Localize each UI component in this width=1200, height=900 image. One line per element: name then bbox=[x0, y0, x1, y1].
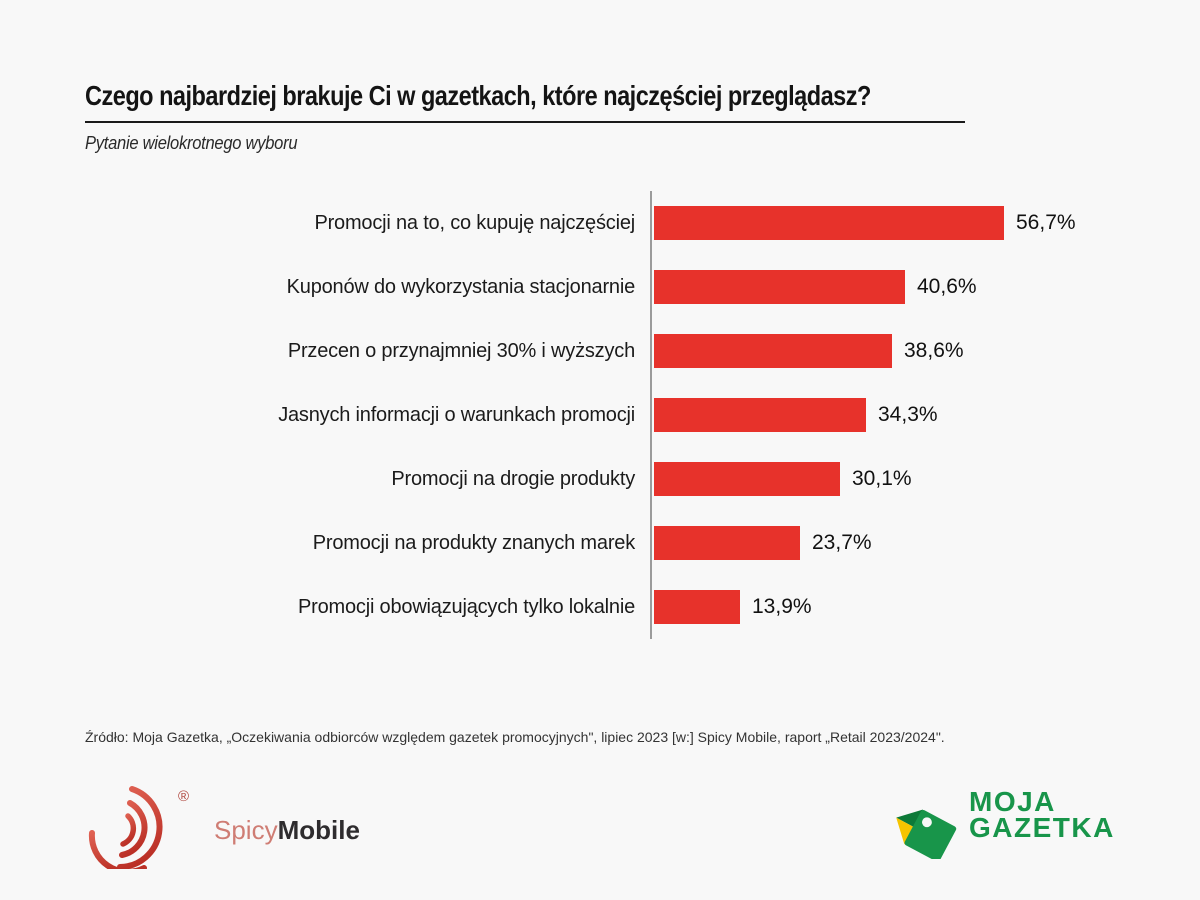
moja-line: MOJA bbox=[969, 786, 1056, 817]
page-subtitle: Pytanie wielokrotnego wyboru bbox=[85, 133, 298, 153]
category-label: Promocji obowiązujących tylko lokalnie bbox=[298, 595, 635, 618]
bar bbox=[654, 462, 840, 496]
bar-row: Promocji na drogie produkty 30,1% bbox=[85, 447, 1145, 511]
bar-area: 34,3% bbox=[650, 383, 1145, 447]
value-label: 23,7% bbox=[812, 531, 872, 554]
value-label: 38,6% bbox=[904, 339, 964, 362]
category-label: Promocji na produkty znanych marek bbox=[312, 531, 635, 554]
bar-row: Promocji obowiązujących tylko lokalnie 13… bbox=[85, 575, 1145, 639]
bar bbox=[654, 398, 866, 432]
bar-area: 23,7% bbox=[650, 511, 1145, 575]
value-label: 30,1% bbox=[852, 467, 912, 490]
bar bbox=[654, 270, 905, 304]
header: Czego najbardziej brakuje Ci w gazetkach… bbox=[85, 80, 985, 154]
value-label: 40,6% bbox=[917, 275, 977, 298]
category-label: Kuponów do wykorzystania stacjonarnie bbox=[286, 275, 636, 298]
title-underline bbox=[85, 121, 965, 123]
bar-area: 56,7% bbox=[650, 191, 1145, 255]
bar-area: 40,6% bbox=[650, 255, 1145, 319]
bar-rows: Promocji na to, co kupuję najczęściej 56,… bbox=[85, 191, 1145, 639]
registered-mark: ® bbox=[178, 788, 189, 805]
moja-gazetka-logo: MOJA GAZETKA bbox=[893, 787, 1115, 859]
bar-area: 38,6% bbox=[650, 319, 1145, 383]
value-label: 13,9% bbox=[752, 595, 812, 618]
bar bbox=[654, 334, 892, 368]
bar-row: Jasnych informacji o warunkach promocji 3… bbox=[85, 383, 1145, 447]
bar-chart: Promocji na to, co kupuję najczęściej 56,… bbox=[85, 191, 1145, 639]
category-label: Promocji na drogie produkty bbox=[391, 467, 635, 490]
bar-area: 13,9% bbox=[650, 575, 1145, 639]
bar-row: Przecen o przynajmniej 30% i wyższych 38,… bbox=[85, 319, 1145, 383]
bar-area: 30,1% bbox=[650, 447, 1145, 511]
bar bbox=[654, 206, 1004, 240]
category-label: Jasnych informacji o warunkach promocji bbox=[278, 403, 635, 426]
value-label: 34,3% bbox=[878, 403, 938, 426]
category-label: Przecen o przynajmniej 30% i wyższych bbox=[287, 339, 635, 362]
page-title: Czego najbardziej brakuje Ci w gazetkach… bbox=[85, 80, 871, 111]
bar bbox=[654, 526, 800, 560]
spicy-mobile-logo: ® SpicyMobile bbox=[86, 785, 360, 869]
bar-row: Promocji na produkty znanych marek 23,7% bbox=[85, 511, 1145, 575]
gazetka-line: GAZETKA bbox=[969, 812, 1115, 844]
category-label: Promocji na to, co kupuję najczęściej bbox=[314, 211, 635, 234]
moja-gazetka-wordmark: MOJA GAZETKA bbox=[969, 786, 1115, 844]
value-label: 56,7% bbox=[1016, 211, 1076, 234]
spicy-mobile-wordmark: SpicyMobile bbox=[214, 815, 360, 846]
bar-row: Promocji na to, co kupuję najczęściej 56,… bbox=[85, 191, 1145, 255]
price-tag-icon bbox=[896, 809, 957, 859]
source-note: Źródło: Moja Gazetka, „Oczekiwania odbio… bbox=[85, 729, 945, 745]
spicy-mobile-arcs-icon: ® bbox=[88, 786, 189, 869]
bar-row: Kuponów do wykorzystania stacjonarnie 40,… bbox=[85, 255, 1145, 319]
bar bbox=[654, 590, 740, 624]
mobile-word: Mobile bbox=[277, 814, 360, 845]
spicy-word: Spicy bbox=[214, 814, 278, 845]
